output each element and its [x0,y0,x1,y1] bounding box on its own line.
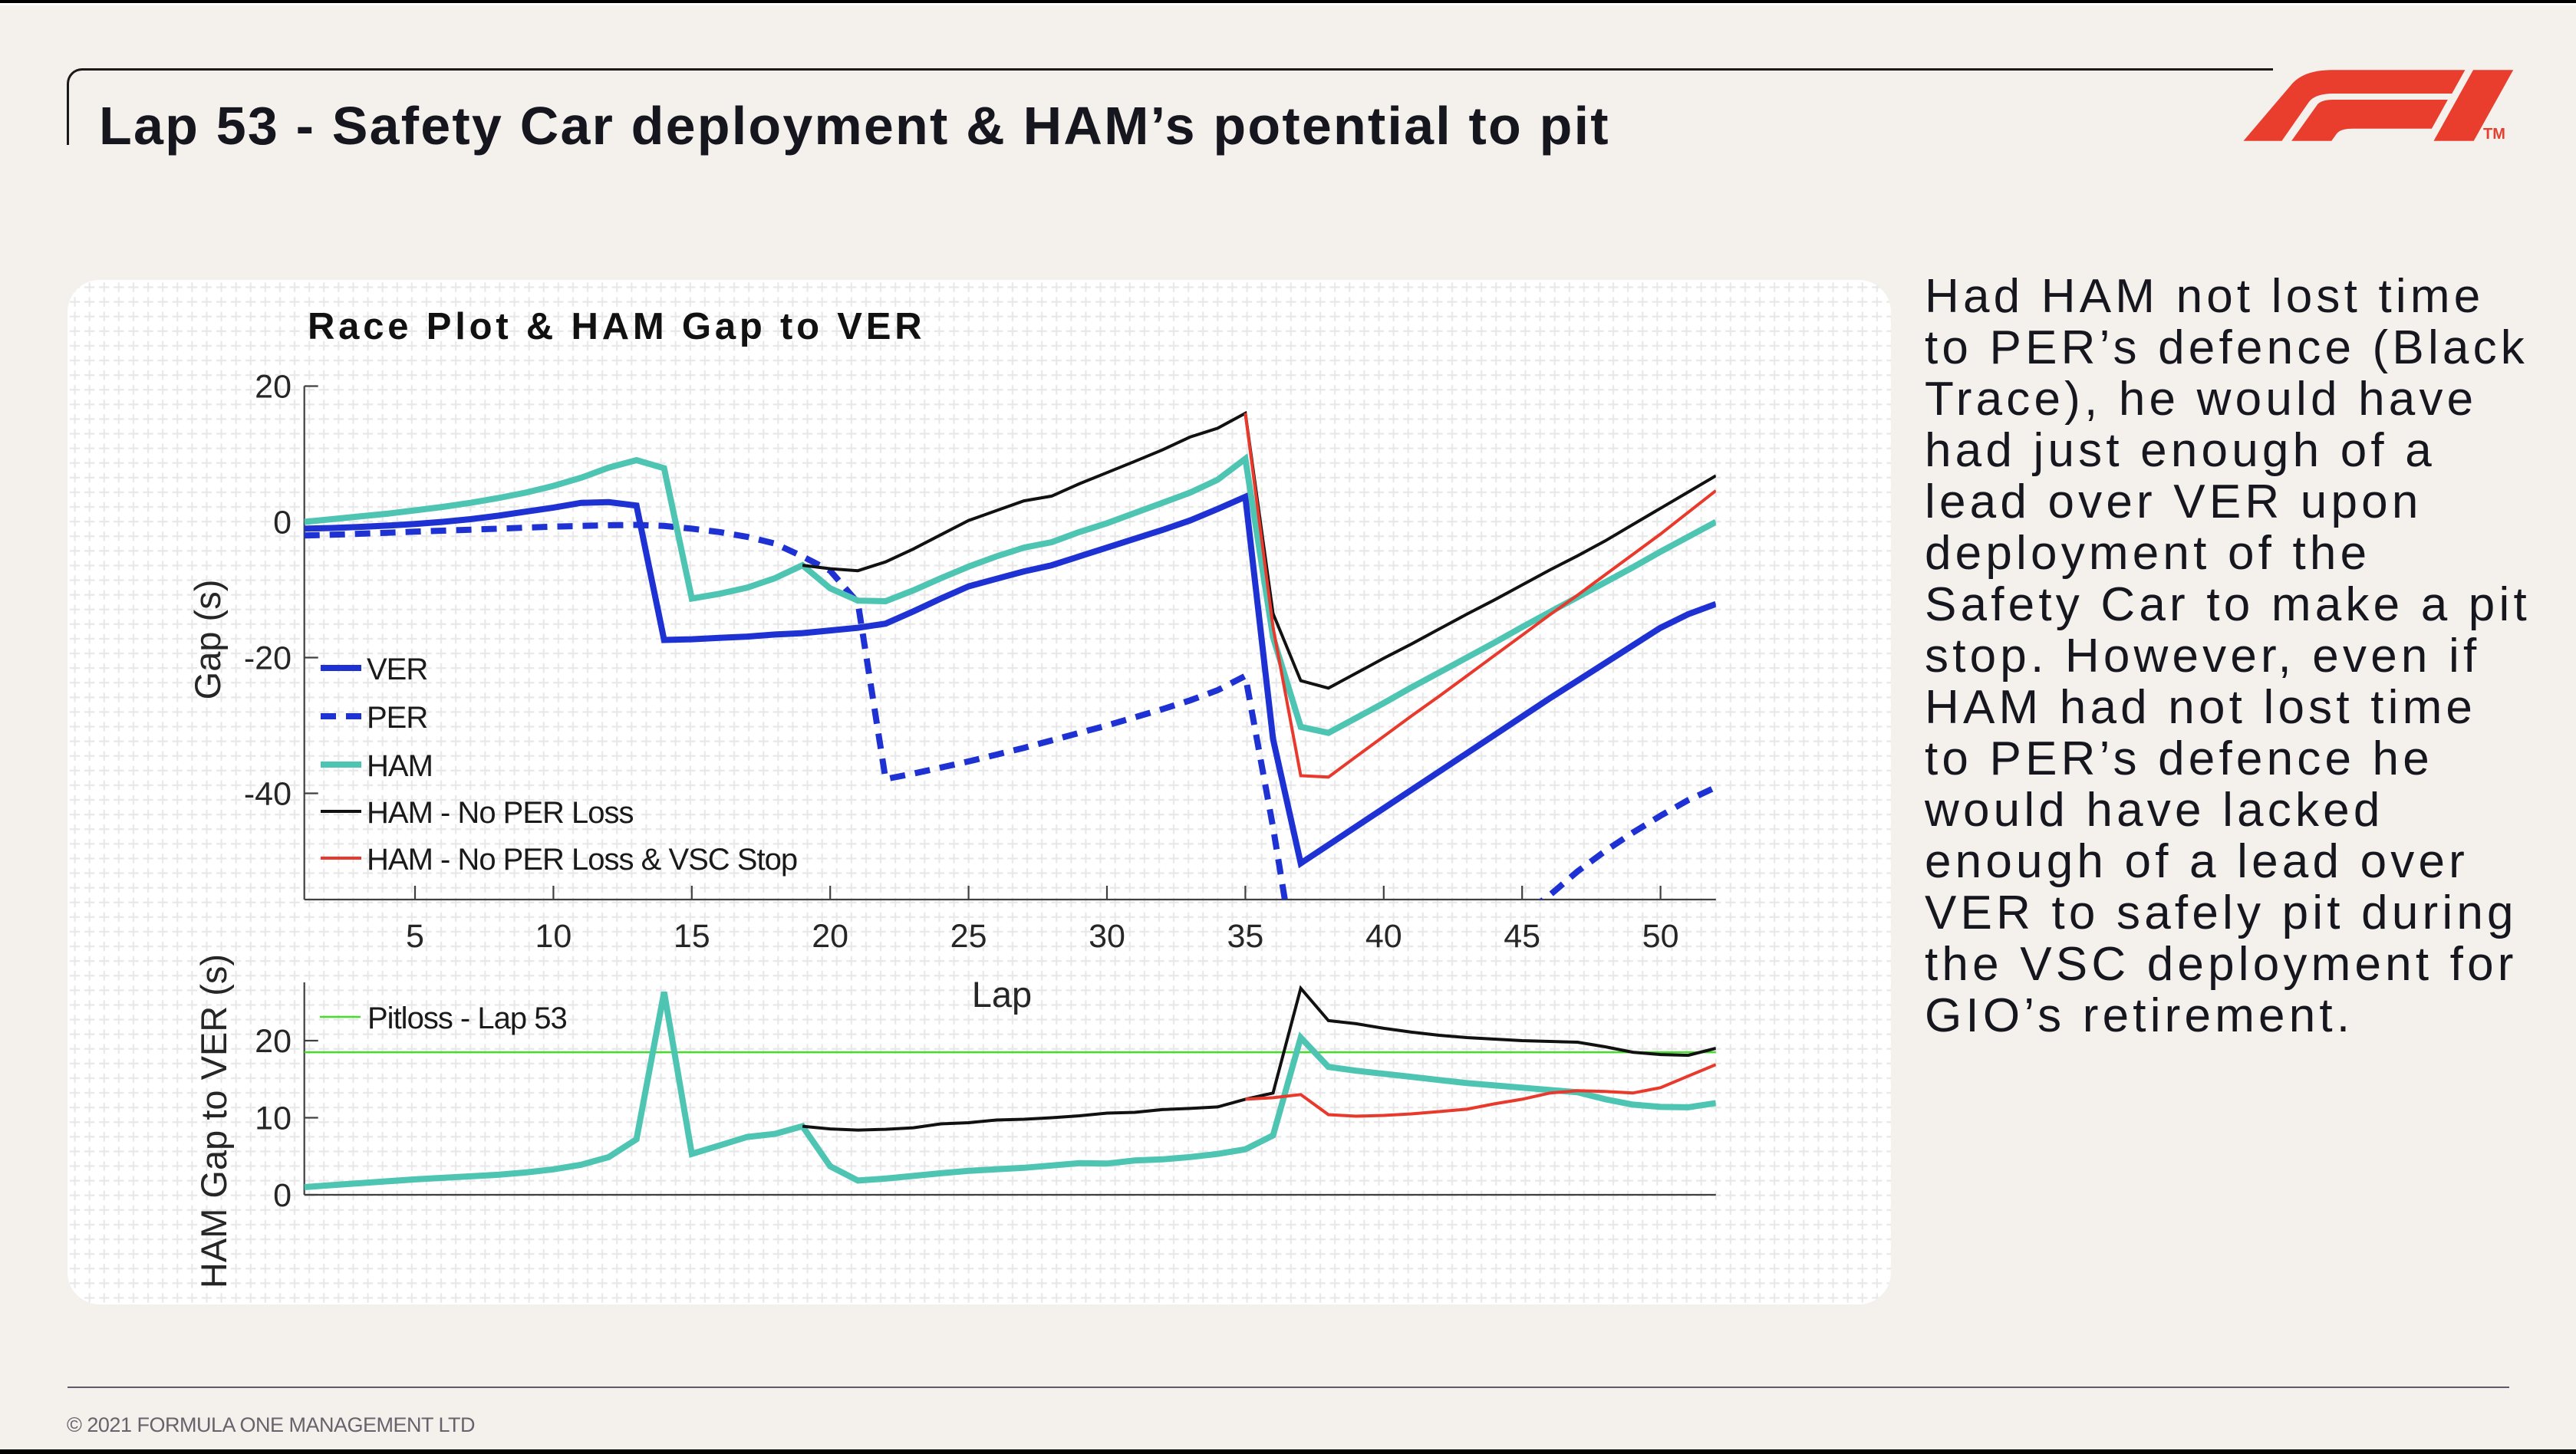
svg-text:20: 20 [255,369,292,406]
svg-text:15: 15 [674,918,710,955]
svg-text:20: 20 [255,1023,292,1060]
svg-text:10: 10 [535,918,572,955]
svg-text:25: 25 [950,918,987,955]
svg-text:30: 30 [1089,918,1125,955]
svg-text:Race Plot & HAM Gap to VER: Race Plot & HAM Gap to VER [308,306,925,347]
svg-text:20: 20 [812,918,848,955]
svg-text:-40: -40 [244,776,292,813]
svg-text:Lap: Lap [972,974,1032,1015]
svg-text:TM: TM [2483,126,2505,143]
svg-text:0: 0 [273,505,292,541]
svg-text:Gap (s): Gap (s) [187,580,228,700]
svg-text:PER: PER [367,701,427,735]
svg-text:Pitloss - Lap 53: Pitloss - Lap 53 [367,1002,567,1035]
svg-text:5: 5 [406,918,424,955]
svg-text:HAM - No PER Loss: HAM - No PER Loss [367,796,634,830]
svg-text:HAM Gap to VER (s): HAM Gap to VER (s) [193,954,234,1288]
svg-text:HAM: HAM [367,749,433,783]
svg-text:-20: -20 [244,640,292,677]
svg-text:50: 50 [1642,918,1679,955]
svg-text:0: 0 [273,1177,292,1214]
svg-text:40: 40 [1365,918,1402,955]
svg-text:HAM - No PER Loss & VSC Stop: HAM - No PER Loss & VSC Stop [367,843,797,877]
svg-text:VER: VER [367,653,427,686]
svg-text:10: 10 [255,1100,292,1137]
svg-text:35: 35 [1227,918,1263,955]
svg-text:45: 45 [1504,918,1540,955]
